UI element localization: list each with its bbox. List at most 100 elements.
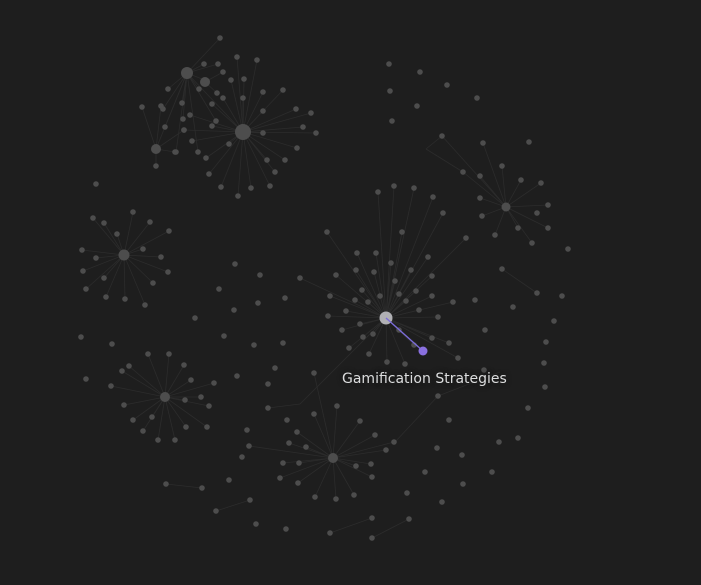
graph-node[interactable] (211, 380, 217, 386)
graph-node[interactable] (198, 394, 204, 400)
graph-node[interactable] (188, 377, 194, 383)
graph-node[interactable] (231, 307, 237, 313)
graph-node[interactable] (246, 443, 252, 449)
graph-node[interactable] (155, 437, 161, 443)
graph-node[interactable] (294, 145, 300, 151)
graph-node[interactable] (534, 290, 540, 296)
graph-node[interactable] (559, 293, 565, 299)
graph-node[interactable] (387, 88, 393, 94)
graph-node[interactable] (351, 492, 357, 498)
graph-node[interactable] (181, 127, 187, 133)
graph-node[interactable] (158, 103, 164, 109)
graph-node[interactable] (284, 417, 290, 423)
graph-node[interactable] (353, 267, 359, 273)
graph-node[interactable] (359, 287, 365, 293)
graph-node[interactable] (183, 424, 189, 430)
graph-node[interactable] (551, 318, 557, 324)
graph-node[interactable] (327, 293, 333, 299)
graph-node[interactable] (179, 100, 185, 106)
graph-node[interactable] (228, 77, 234, 83)
graph-node[interactable] (499, 266, 505, 272)
graph-node[interactable] (139, 104, 145, 110)
graph-node[interactable] (545, 202, 551, 208)
graph-node[interactable] (357, 321, 363, 327)
graph-node[interactable] (526, 139, 532, 145)
graph-node[interactable] (195, 149, 201, 155)
graph-node[interactable] (492, 232, 498, 238)
graph-node[interactable] (463, 235, 469, 241)
graph-node[interactable] (440, 210, 446, 216)
graph-node[interactable] (142, 302, 148, 308)
graph-node[interactable] (499, 163, 505, 169)
graph-node[interactable] (474, 95, 480, 101)
graph-node[interactable] (372, 432, 378, 438)
graph-node[interactable] (166, 228, 172, 234)
graph-node[interactable] (235, 193, 241, 199)
graph-node[interactable] (360, 334, 366, 340)
graph-node[interactable] (203, 155, 209, 161)
graph-node[interactable] (241, 76, 247, 82)
graph-node[interactable] (213, 118, 219, 124)
graph-node[interactable] (108, 383, 114, 389)
graph-node[interactable] (414, 103, 420, 109)
graph-node[interactable] (217, 35, 223, 41)
graph-node[interactable] (439, 133, 445, 139)
graph-node[interactable] (265, 381, 271, 387)
graph-node[interactable] (83, 286, 89, 292)
graph-node[interactable] (371, 269, 377, 275)
graph-node[interactable] (79, 247, 85, 253)
graph-hub-node[interactable] (328, 453, 338, 463)
graph-node[interactable] (368, 461, 374, 467)
graph-node[interactable] (80, 268, 86, 274)
graph-hub-node[interactable] (151, 144, 161, 154)
graph-node[interactable] (377, 293, 383, 299)
graph-node[interactable] (311, 370, 317, 376)
graph-node[interactable] (545, 225, 551, 231)
graph-node[interactable] (411, 185, 417, 191)
graph-node[interactable] (130, 417, 136, 423)
graph-node[interactable] (334, 403, 340, 409)
graph-node[interactable] (213, 508, 219, 514)
graph-node[interactable] (373, 250, 379, 256)
graph-node[interactable] (257, 272, 263, 278)
graph-node[interactable] (312, 494, 318, 500)
graph-node[interactable] (444, 82, 450, 88)
graph-node[interactable] (439, 499, 445, 505)
graph-node[interactable] (119, 368, 125, 374)
graph-node[interactable] (204, 424, 210, 430)
graph-node[interactable] (122, 296, 128, 302)
graph-node[interactable] (352, 297, 358, 303)
graph-hub-node[interactable] (181, 67, 193, 79)
graph-node[interactable] (353, 463, 359, 469)
graph-node[interactable] (187, 112, 193, 118)
graph-node[interactable] (429, 293, 435, 299)
graph-node[interactable] (391, 439, 397, 445)
graph-node[interactable] (251, 342, 257, 348)
graph-hub-node[interactable] (160, 392, 170, 402)
graph-node[interactable] (480, 140, 486, 146)
graph-node[interactable] (189, 138, 195, 144)
graph-node[interactable] (450, 299, 456, 305)
graph-node[interactable] (226, 141, 232, 147)
graph-node[interactable] (489, 469, 495, 475)
graph-node[interactable] (286, 440, 292, 446)
graph-node-gamification-strategies[interactable] (418, 346, 428, 356)
graph-node[interactable] (327, 530, 333, 536)
graph-node[interactable] (538, 180, 544, 186)
graph-node[interactable] (272, 169, 278, 175)
graph-node[interactable] (525, 405, 531, 411)
graph-node[interactable] (165, 86, 171, 92)
graph-node[interactable] (192, 315, 198, 321)
graph-node[interactable] (479, 213, 485, 219)
graph-node[interactable] (375, 189, 381, 195)
graph-node[interactable] (265, 405, 271, 411)
graph-node[interactable] (283, 526, 289, 532)
graph-node[interactable] (101, 275, 107, 281)
graph-node[interactable] (280, 87, 286, 93)
graph-node[interactable] (272, 365, 278, 371)
graph-node[interactable] (333, 272, 339, 278)
graph-node[interactable] (226, 477, 232, 483)
graph-node[interactable] (396, 291, 402, 297)
graph-node[interactable] (303, 444, 309, 450)
graph-node[interactable] (343, 308, 349, 314)
